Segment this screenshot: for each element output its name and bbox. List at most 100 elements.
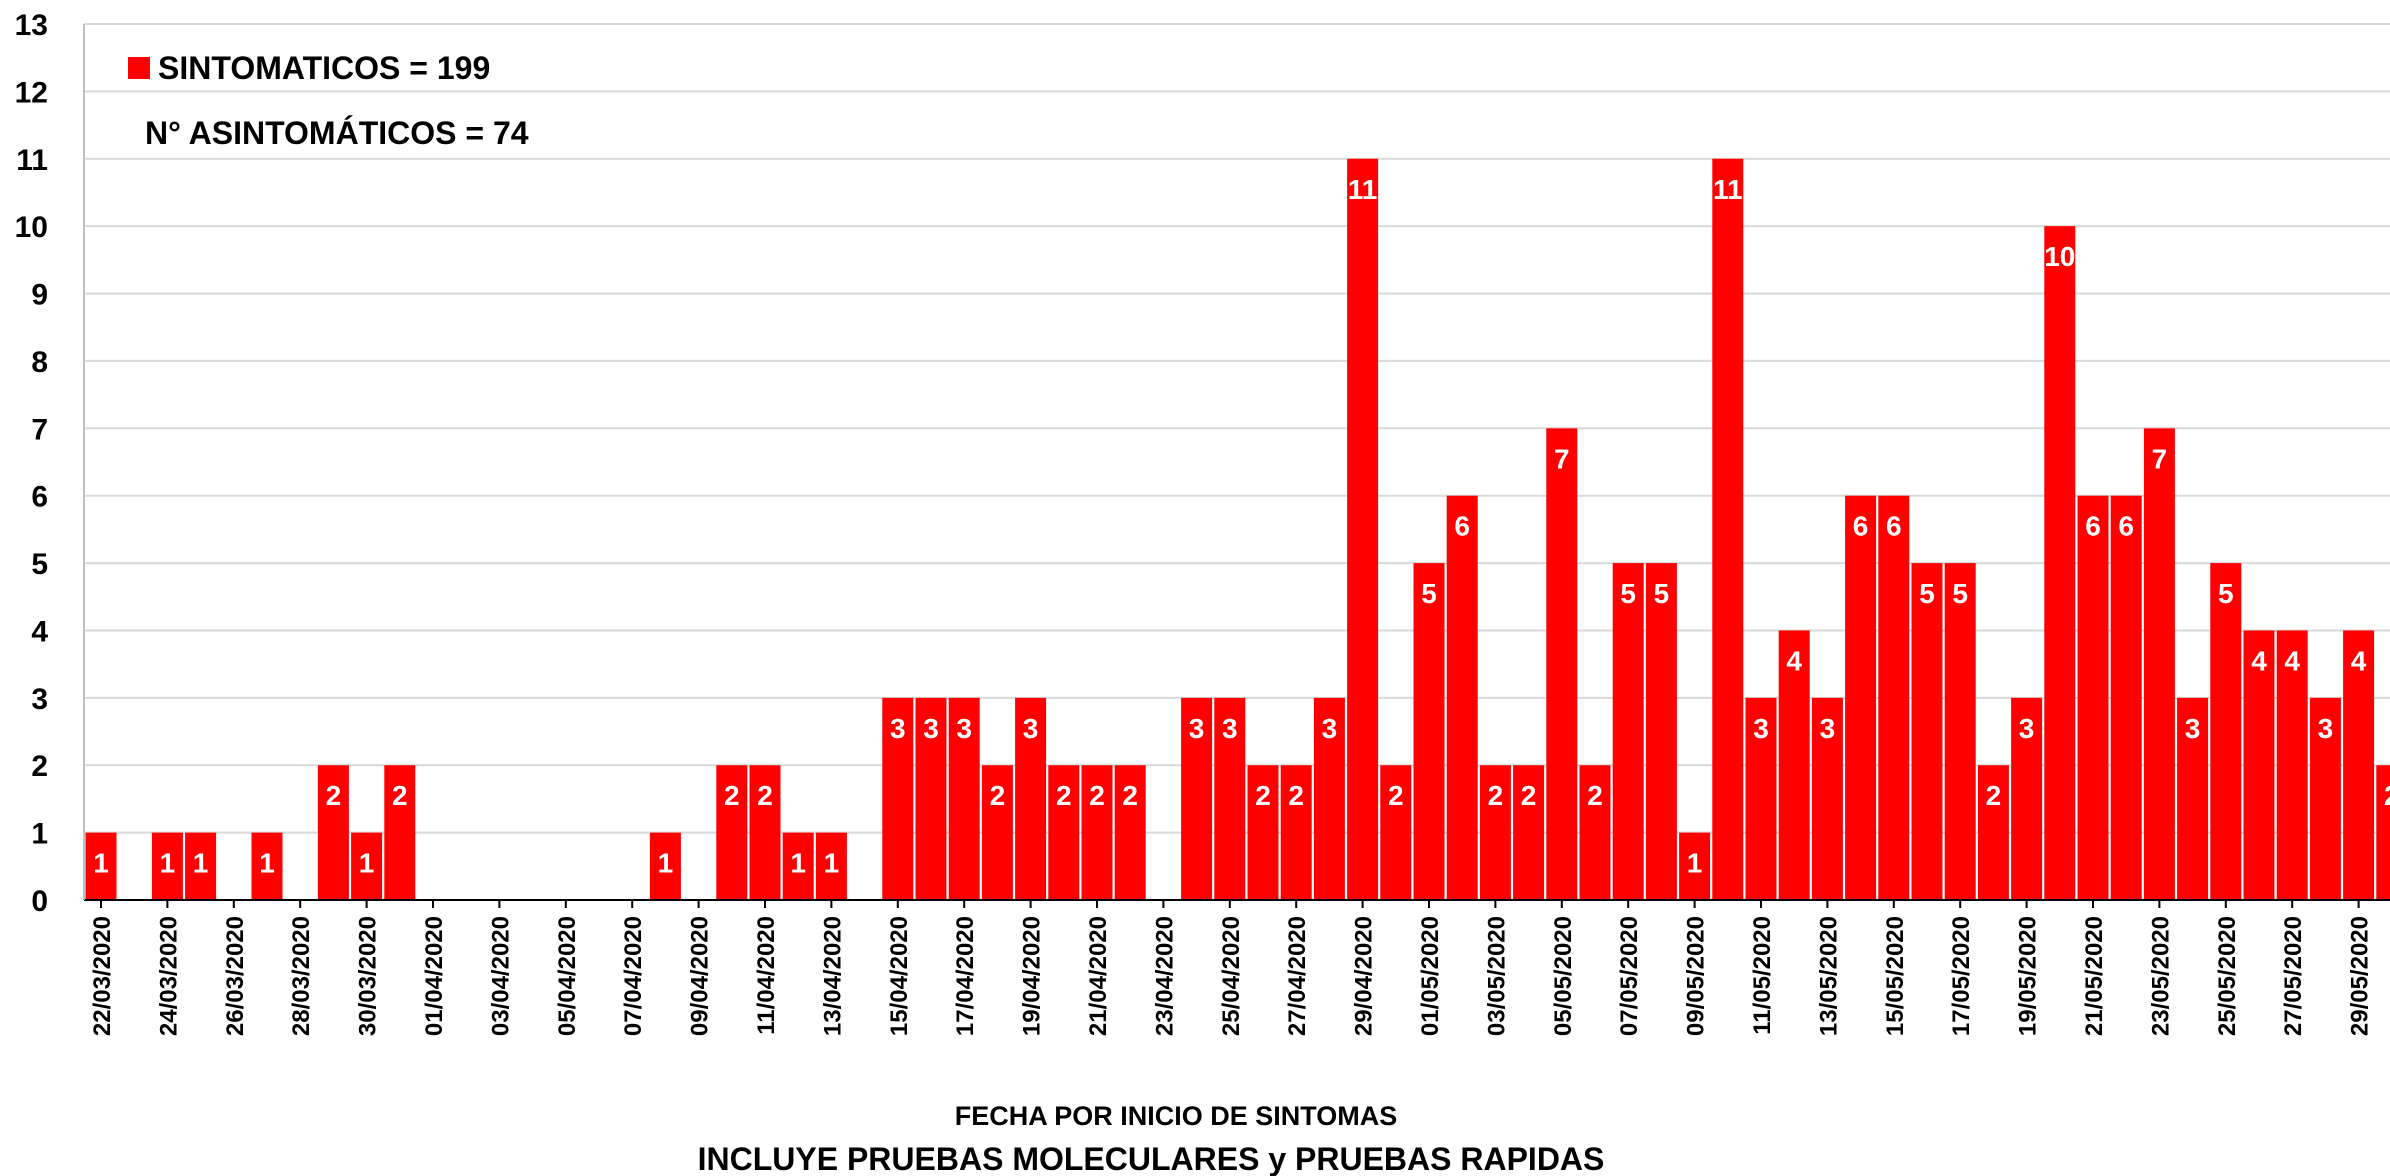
- bar: [1878, 495, 1910, 900]
- y-tick-label: 12: [15, 76, 48, 109]
- x-tick-label: 05/04/2020: [554, 916, 581, 1036]
- x-axis-title: FECHA POR INICIO DE SINTOMAS: [955, 1101, 1398, 1131]
- bar: [1347, 158, 1379, 900]
- legend-swatch: [128, 57, 150, 79]
- data-label: 2: [1089, 780, 1105, 811]
- bar: [251, 832, 283, 900]
- data-label: 3: [2318, 713, 2334, 744]
- x-tick-label: 27/04/2020: [1284, 916, 1311, 1036]
- x-tick-label: 29/04/2020: [1351, 916, 1378, 1036]
- bar: [1612, 563, 1644, 900]
- bar: [85, 832, 117, 900]
- bar: [1081, 765, 1113, 900]
- data-label: 2: [326, 780, 342, 811]
- x-tick-label: 28/03/2020: [288, 916, 315, 1036]
- bar: [2177, 697, 2209, 900]
- bar: [948, 697, 980, 900]
- data-label: 3: [923, 713, 939, 744]
- data-label: 3: [1753, 713, 1769, 744]
- bar: [915, 697, 947, 900]
- bar: [1446, 495, 1478, 900]
- x-tick-label: 19/04/2020: [1019, 916, 1046, 1036]
- data-label: 2: [990, 780, 1006, 811]
- data-label: 1: [824, 848, 840, 879]
- legend-series-label: SINTOMATICOS = 199: [158, 50, 490, 86]
- data-label: 4: [2251, 645, 2267, 676]
- data-label: 5: [1654, 578, 1670, 609]
- x-tick-label: 15/05/2020: [1882, 916, 1909, 1036]
- bar: [1413, 563, 1445, 900]
- x-tick-label: 30/03/2020: [355, 916, 382, 1036]
- data-label: 2: [1521, 780, 1537, 811]
- data-label: 5: [1952, 578, 1968, 609]
- data-label: 3: [956, 713, 972, 744]
- x-tick-label: 25/05/2020: [2214, 916, 2241, 1036]
- bar: [2077, 495, 2109, 900]
- x-tick-label: 29/05/2020: [2347, 916, 2374, 1036]
- bar: [782, 832, 814, 900]
- bar: [1181, 697, 1213, 900]
- bar: [1214, 697, 1246, 900]
- y-tick-label: 10: [15, 211, 48, 244]
- bars: [85, 158, 2390, 901]
- bar: [1778, 630, 1810, 900]
- bar: [2143, 428, 2175, 900]
- bar: [1513, 765, 1545, 900]
- bar: [1679, 832, 1711, 900]
- data-label: 6: [2118, 511, 2134, 542]
- x-tick-label: 21/05/2020: [2081, 916, 2108, 1036]
- data-label: 2: [392, 780, 408, 811]
- x-tick-label: 01/04/2020: [421, 916, 448, 1036]
- data-label: 1: [259, 848, 275, 879]
- x-axis-ticks: 22/03/2020 24/03/2020 26/03/2020 28/03/2020…: [89, 900, 2374, 1036]
- data-label: 2: [1587, 780, 1603, 811]
- bar: [1712, 158, 1744, 900]
- y-tick-label: 11: [16, 144, 48, 177]
- x-tick-label: 01/05/2020: [1417, 916, 1444, 1036]
- x-tick-label: 09/04/2020: [687, 916, 714, 1036]
- data-label: 1: [93, 848, 109, 879]
- data-label: 6: [1886, 511, 1902, 542]
- data-label: 6: [1853, 511, 1869, 542]
- data-label: 7: [2152, 443, 2168, 474]
- data-label: 2: [1122, 780, 1138, 811]
- data-label: 3: [2185, 713, 2201, 744]
- bar: [185, 832, 217, 900]
- y-tick-label: 5: [31, 548, 48, 581]
- data-label: 1: [658, 848, 674, 879]
- data-label: 4: [1786, 645, 1802, 676]
- x-tick-label: 13/05/2020: [1815, 916, 1842, 1036]
- bar: [2309, 697, 2341, 900]
- bar: [1546, 428, 1578, 900]
- x-tick-label: 26/03/2020: [222, 916, 249, 1036]
- y-tick-label: 0: [31, 885, 48, 918]
- bar: [1977, 765, 2009, 900]
- data-label: 1: [160, 848, 176, 879]
- bar: [2110, 495, 2142, 900]
- asymptomatic-annotation: N° ASINTOMÁTICOS = 74: [145, 115, 529, 151]
- data-label: 2: [724, 780, 740, 811]
- y-tick-label: 4: [31, 615, 48, 648]
- y-tick-label: 8: [31, 346, 48, 379]
- y-tick-label: 7: [31, 413, 48, 446]
- gridlines: [84, 23, 2390, 834]
- data-label: 2: [1986, 780, 2002, 811]
- data-label: 1: [1687, 848, 1703, 879]
- bar: [2044, 226, 2076, 901]
- bar: [716, 765, 748, 900]
- x-tick-label: 21/04/2020: [1085, 916, 1112, 1036]
- data-label: 1: [193, 848, 209, 879]
- x-tick-label: 11/04/2020: [753, 916, 780, 1035]
- data-label: 2: [1288, 780, 1304, 811]
- x-tick-label: 17/04/2020: [952, 916, 979, 1036]
- data-label: 3: [1023, 713, 1039, 744]
- y-tick-label: 3: [31, 683, 48, 716]
- bar: [1048, 765, 1080, 900]
- bar: [2243, 630, 2275, 900]
- bar: [1811, 697, 1843, 900]
- x-tick-label: 11/05/2020: [1749, 916, 1776, 1035]
- data-label: 5: [1620, 578, 1636, 609]
- bar: [384, 765, 416, 900]
- data-label: 4: [2284, 645, 2300, 676]
